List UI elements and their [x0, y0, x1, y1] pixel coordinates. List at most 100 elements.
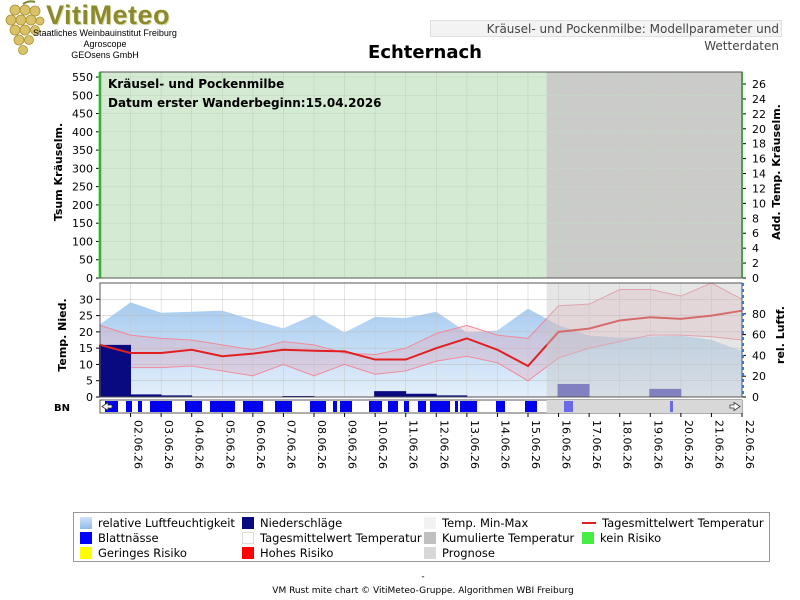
legend-item: Prognose: [424, 546, 495, 560]
left-tick-label: 10: [79, 358, 93, 371]
forecast-overlay: [546, 283, 742, 397]
page-title: Echternach: [368, 42, 482, 63]
legend-swatch: [242, 532, 254, 544]
x-tick-label: 22.06.26: [743, 420, 756, 469]
precipitation-bar: [99, 344, 131, 397]
right-tick-label: 18: [752, 138, 766, 151]
right-tick-label: 60: [752, 329, 766, 342]
x-tick-label: 09.06.26: [346, 420, 359, 469]
footer-credit: VM Rust mite chart © VitiMeteo-Gruppe. A…: [272, 586, 574, 596]
x-tick-label: 03.06.26: [162, 420, 175, 469]
scroll-left-icon: [101, 401, 113, 412]
legend-swatch: [80, 547, 92, 559]
left-tick-label: 150: [72, 217, 93, 230]
leaf-wetness-segment: [496, 401, 505, 412]
left-tick-label: 350: [72, 144, 93, 157]
right-tick-label: 8: [752, 212, 759, 225]
logo-title: VitiMeteo: [46, 0, 171, 30]
x-tick-label: 19.06.26: [651, 420, 664, 469]
left-tick-label: 300: [72, 162, 93, 175]
leaf-wetness-segment: [185, 401, 202, 412]
x-tick-label: 16.06.26: [560, 420, 573, 469]
x-tick-label: 15.06.26: [529, 420, 542, 469]
legend-item: Niederschläge: [242, 516, 342, 530]
x-tick-label: 13.06.26: [468, 420, 481, 469]
legend-swatch: [80, 532, 92, 544]
upper-right-axis-label: Add. Temp. Kräuselm.: [770, 104, 783, 240]
right-tick-label: 80: [752, 308, 766, 321]
legend-item: Tagesmittelwert Temperatur: [582, 516, 764, 530]
left-tick-label: 100: [72, 235, 93, 248]
annotation-line-1: Kräusel- und Pockenmilbe: [108, 77, 284, 91]
legend-item: Hohes Risiko: [242, 546, 333, 560]
precipitation-bar: [374, 391, 407, 397]
left-tick-label: 15: [79, 342, 93, 355]
x-tick-label: 07.06.26: [284, 420, 297, 469]
right-tick-label: 20: [752, 123, 766, 136]
right-tick-label: 2: [752, 257, 759, 270]
leaf-wetness-segment: [340, 401, 352, 412]
org-line: Agroscope: [83, 39, 127, 49]
right-tick-label: 16: [752, 153, 766, 166]
lower-left-axis-label: Temp. Nied.: [56, 298, 69, 371]
legend-swatch: [424, 532, 436, 544]
x-tick-label: 12.06.26: [437, 420, 450, 469]
left-tick-label: 5: [86, 375, 93, 388]
right-tick-label: 0: [752, 272, 759, 285]
precipitation-bar: [129, 394, 162, 397]
legend: relative Luftfeuchtigkeit Niederschläge …: [73, 512, 770, 562]
left-tick-label: 400: [72, 126, 93, 139]
right-tick-label: 6: [752, 227, 759, 240]
legend-item: Blattnässe: [80, 531, 159, 545]
legend-item: kein Risiko: [582, 531, 661, 545]
grape-logo-icon: [5, 0, 45, 55]
x-tick-label: 11.06.26: [407, 420, 420, 469]
risk-area: [100, 72, 547, 278]
org-line: Staatliches Weinbauinstitut Freiburg: [33, 28, 177, 38]
header-subtitle: Kräusel- und Pockenmilbe: Modellparamete…: [430, 20, 782, 53]
left-tick-label: 25: [79, 310, 93, 323]
left-tick-label: 250: [72, 181, 93, 194]
forecast-area: [546, 72, 742, 278]
right-tick-label: 12: [752, 182, 766, 195]
legend-swatch: [424, 517, 436, 529]
left-tick-label: 20: [79, 326, 93, 339]
right-tick-label: 24: [752, 93, 766, 106]
x-tick-label: 18.06.26: [621, 420, 634, 469]
org-line: GEOsens GmbH: [71, 50, 139, 60]
leaf-wetness-segment: [138, 401, 142, 412]
left-tick-label: 0: [86, 391, 93, 404]
x-tick-label: 17.06.26: [590, 420, 603, 469]
x-tick-label: 06.06.26: [254, 420, 267, 469]
leaf-wetness-segment: [430, 401, 450, 412]
legend-swatch: [424, 547, 436, 559]
leaf-wetness-segment: [460, 401, 477, 412]
left-tick-label: 500: [72, 89, 93, 102]
legend-swatch: [242, 547, 254, 559]
precipitation-bar: [404, 393, 437, 397]
legend-item: Temp. Min-Max: [424, 516, 528, 530]
x-tick-label: 02.06.26: [132, 420, 145, 469]
lower-right-axis-label: rel. Luftf.: [774, 306, 787, 364]
right-tick-label: 20: [752, 370, 766, 383]
x-tick-label: 10.06.26: [376, 420, 389, 469]
legend-item: Geringes Risiko: [80, 546, 187, 560]
bn-label: BN: [54, 403, 70, 414]
left-tick-label: 0: [86, 272, 93, 285]
left-tick-label: 50: [79, 254, 93, 267]
precipitation-bar: [649, 388, 682, 397]
annotation-line-2: Datum erster Wanderbeginn:15.04.2026: [108, 96, 382, 110]
precipitation-bar: [160, 395, 193, 397]
x-tick-label: 04.06.26: [193, 420, 206, 469]
leaf-wetness-segment: [310, 401, 326, 412]
right-tick-label: 10: [752, 197, 766, 210]
precipitation-bar: [557, 383, 590, 397]
temp-minmax-band: [100, 283, 742, 381]
x-tick-label: 20.06.26: [682, 420, 695, 469]
upper-frame: [99, 71, 743, 279]
right-tick-label: 14: [752, 168, 766, 181]
right-tick-label: 22: [752, 108, 766, 121]
scroll-right-icon: [729, 401, 741, 412]
x-tick-label: 05.06.26: [223, 420, 236, 469]
leaf-wetness-segment: [670, 401, 673, 412]
